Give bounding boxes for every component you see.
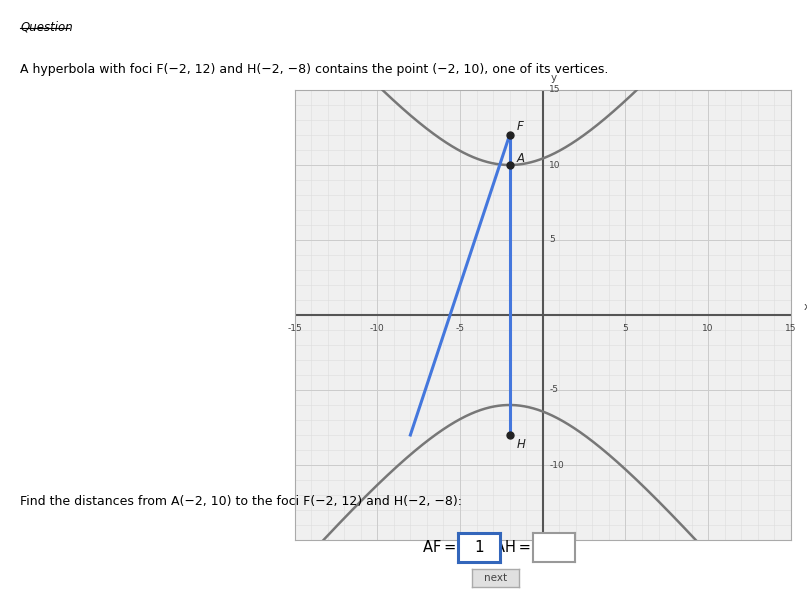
Text: 5: 5	[550, 235, 555, 245]
Point	[504, 160, 516, 170]
Point	[504, 130, 516, 140]
Text: -10: -10	[370, 324, 385, 333]
Text: H: H	[516, 439, 525, 451]
Text: 1: 1	[475, 540, 484, 556]
Text: Find the distances from A(−2, 10) to the foci F(−2, 12) and H(−2, −8):: Find the distances from A(−2, 10) to the…	[20, 495, 462, 508]
Text: next: next	[484, 573, 507, 583]
Text: -10: -10	[550, 461, 564, 469]
Text: -15: -15	[550, 535, 564, 545]
Text: -15: -15	[287, 324, 302, 333]
Text: AH =: AH =	[495, 540, 531, 554]
Text: 10: 10	[702, 324, 714, 333]
Text: A: A	[516, 152, 525, 165]
Text: 10: 10	[550, 160, 561, 169]
Text: -5: -5	[455, 324, 465, 333]
Text: 15: 15	[550, 85, 561, 94]
Text: y: y	[551, 73, 557, 83]
Text: AF =: AF =	[423, 540, 456, 554]
Text: 5: 5	[622, 324, 629, 333]
Text: 15: 15	[785, 324, 797, 333]
Text: -5: -5	[550, 385, 558, 395]
Point	[504, 430, 516, 440]
Text: x: x	[804, 302, 807, 313]
Text: Question: Question	[20, 21, 73, 34]
Text: A hyperbola with foci F(−2, 12) and H(−2, −8) contains the point (−2, 10), one o: A hyperbola with foci F(−2, 12) and H(−2…	[20, 63, 608, 76]
Text: F: F	[516, 121, 523, 133]
